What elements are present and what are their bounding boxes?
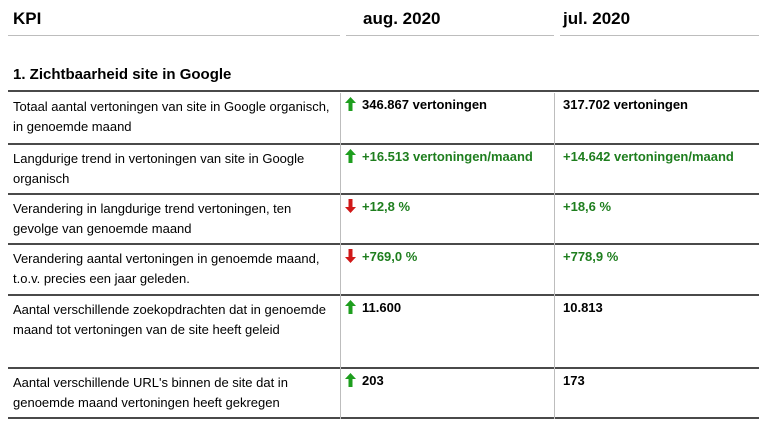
arrow-down-icon <box>345 199 356 213</box>
table-row: Aantal verschillende zoekopdrachten dat … <box>0 296 770 367</box>
header-kpi: KPI <box>13 9 42 28</box>
header-underline-col2 <box>560 35 759 36</box>
section-divider <box>8 90 759 92</box>
value-aug-text: 11.600 <box>362 300 402 315</box>
value-jul: +18,6 % <box>563 199 612 214</box>
arrow-up-icon <box>345 149 356 163</box>
table-row: Verandering in langdurige trend vertonin… <box>0 195 770 243</box>
column-separator <box>554 93 555 419</box>
arrow-down-icon <box>345 249 356 263</box>
value-aug: 203 <box>345 373 384 389</box>
arrow-up-icon <box>345 373 356 387</box>
kpi-label: Totaal aantal vertoningen van site in Go… <box>13 99 330 134</box>
row-divider <box>8 193 759 195</box>
header-underline-col1 <box>346 35 554 36</box>
value-jul: +778,9 % <box>563 249 619 264</box>
row-divider <box>8 417 759 419</box>
header-aug-2020: aug. 2020 <box>363 9 441 28</box>
value-jul: 317.702 vertoningen <box>563 97 688 112</box>
table-row: Langdurige trend in vertoningen van site… <box>0 145 770 193</box>
table-row: Aantal verschillende URL's binnen de sit… <box>0 369 770 417</box>
value-aug: +769,0 % <box>345 249 417 265</box>
value-aug-text: 203 <box>362 373 384 388</box>
kpi-label: Verandering aantal vertoningen in genoem… <box>13 251 320 286</box>
row-divider <box>8 143 759 145</box>
section-title: 1. Zichtbaarheid site in Google <box>13 66 232 83</box>
table-row: Verandering aantal vertoningen in genoem… <box>0 245 770 294</box>
kpi-label: Aantal verschillende zoekopdrachten dat … <box>13 302 326 337</box>
column-separator <box>340 93 341 419</box>
row-divider <box>8 294 759 296</box>
value-aug-text: +769,0 % <box>362 249 418 264</box>
value-aug: +12,8 % <box>345 199 410 215</box>
table-header: KPI aug. 2020 jul. 2020 <box>0 0 770 36</box>
arrow-up-icon <box>345 97 356 111</box>
value-aug-text: +12,8 % <box>362 199 411 214</box>
kpi-label: Aantal verschillende URL's binnen de sit… <box>13 375 288 410</box>
kpi-label: Langdurige trend in vertoningen van site… <box>13 151 305 186</box>
value-jul: 10.813 <box>563 300 603 315</box>
arrow-up-icon <box>345 300 356 314</box>
table-row: Totaal aantal vertoningen van site in Go… <box>0 93 770 143</box>
value-aug-text: 346.867 vertoningen <box>362 97 487 112</box>
row-divider <box>8 367 759 369</box>
value-jul: +14.642 vertoningen/maand <box>563 149 734 164</box>
header-jul-2020: jul. 2020 <box>563 9 631 28</box>
row-divider <box>8 243 759 245</box>
value-aug: 11.600 <box>345 300 401 316</box>
value-jul: 173 <box>563 373 585 388</box>
value-aug: +16.513 vertoningen/maand <box>345 149 533 165</box>
value-aug: 346.867 vertoningen <box>345 97 487 113</box>
kpi-label: Verandering in langdurige trend vertonin… <box>13 201 292 236</box>
value-aug-text: +16.513 vertoningen/maand <box>362 149 533 164</box>
header-underline-kpi <box>8 35 340 36</box>
